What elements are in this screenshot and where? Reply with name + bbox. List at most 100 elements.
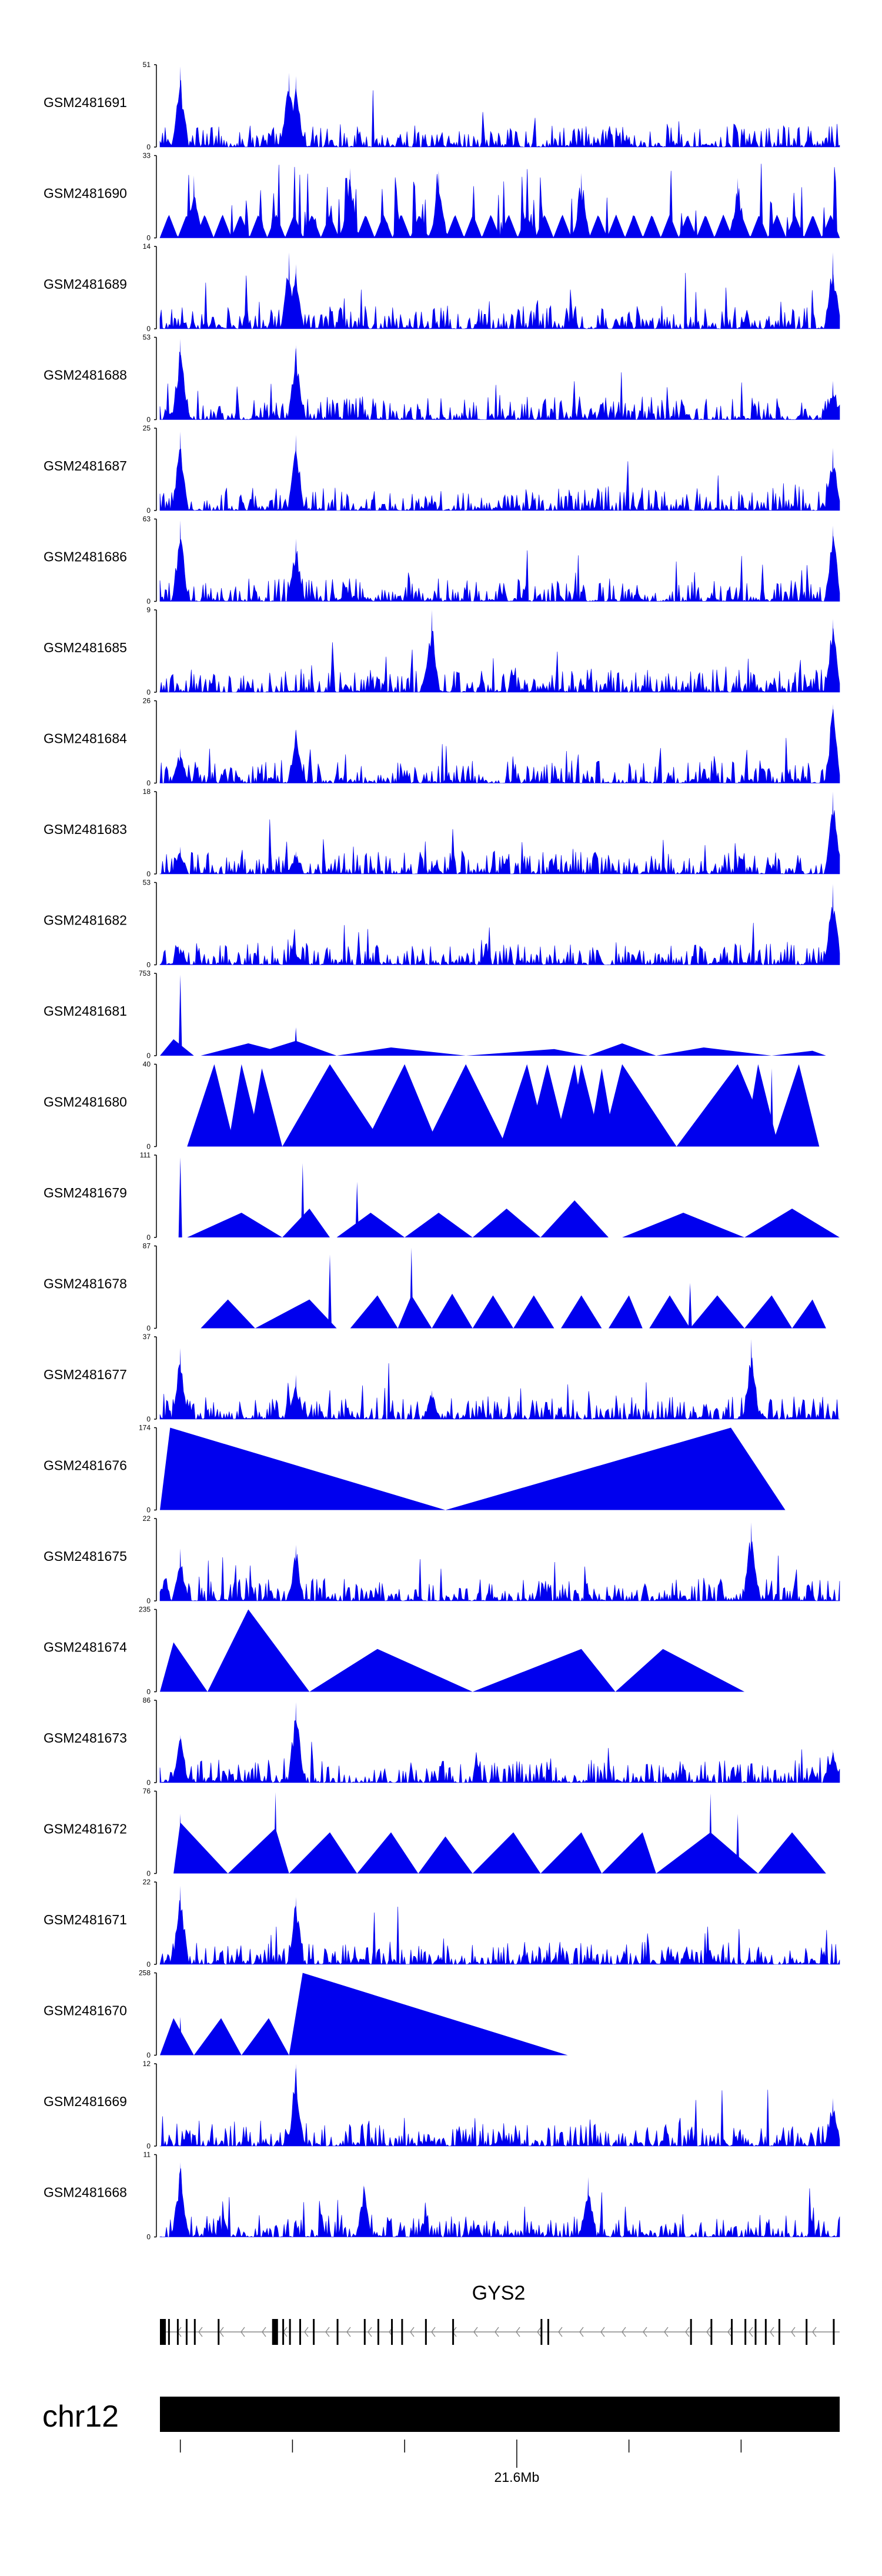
track-label: GSM2481688 xyxy=(44,368,127,383)
strand-arrow xyxy=(325,2327,330,2337)
coverage-segment xyxy=(187,1064,235,1147)
track-label: GSM2481678 xyxy=(44,1276,127,1292)
exon xyxy=(218,2319,220,2345)
coverage-segment xyxy=(656,1047,772,1056)
coverage-segment xyxy=(588,1043,656,1056)
track-GSM2481675: GSM2481675 22 0 xyxy=(44,1514,840,1605)
y-tick-max: 53 xyxy=(143,333,151,342)
peak xyxy=(179,431,182,510)
track-label: GSM2481691 xyxy=(44,95,127,110)
coverage-segment xyxy=(432,1293,473,1329)
y-tick-max: 12 xyxy=(143,2060,151,2068)
peak xyxy=(246,1611,250,1692)
peak xyxy=(362,2184,366,2237)
y-tick-zero: 0 xyxy=(146,506,151,515)
strand-arrow xyxy=(262,2327,266,2337)
coverage-segment xyxy=(744,1295,793,1329)
exon xyxy=(363,2319,366,2345)
coverage-segment xyxy=(771,1050,826,1056)
peak xyxy=(294,264,298,329)
exon xyxy=(391,2319,393,2345)
coverage-segment xyxy=(445,1427,786,1510)
track-GSM2481670: GSM2481670 258 0 xyxy=(44,1969,568,2060)
y-tick-max: 37 xyxy=(143,1333,151,1341)
peak xyxy=(294,345,298,420)
track-label: GSM2481674 xyxy=(44,1640,127,1655)
coverage-segment xyxy=(466,1049,589,1056)
peak xyxy=(831,792,834,874)
y-tick-zero: 0 xyxy=(146,1870,151,1878)
peak xyxy=(750,1522,753,1601)
peak xyxy=(294,1374,298,1419)
coverage-segment xyxy=(540,1832,602,1874)
coverage-segment xyxy=(615,1649,745,1692)
y-tick-zero: 0 xyxy=(146,416,151,424)
y-tick-zero: 0 xyxy=(146,1506,151,1514)
peak xyxy=(770,1068,774,1147)
track-GSM2481673: GSM2481673 86 0 xyxy=(44,1696,840,1787)
peak xyxy=(294,729,298,783)
track-GSM2481671: GSM2481671 22 0 xyxy=(44,1878,840,1968)
coverage-segment xyxy=(744,1209,840,1237)
coverage-segment xyxy=(201,1299,255,1329)
track-GSM2481681: GSM2481681 753 0 xyxy=(44,969,826,1060)
coverage-area xyxy=(159,628,840,693)
strand-arrow xyxy=(706,2327,711,2337)
exon xyxy=(833,2319,835,2345)
track-GSM2481678: GSM2481678 87 0 xyxy=(44,1242,826,1333)
strand-arrow xyxy=(770,2327,774,2337)
exon xyxy=(425,2319,427,2345)
peak xyxy=(294,851,298,874)
coverage-segment xyxy=(160,2018,194,2056)
y-tick-max: 753 xyxy=(139,969,151,977)
strand-arrow xyxy=(643,2327,647,2337)
y-tick-zero: 0 xyxy=(146,870,151,878)
strand-arrow xyxy=(685,2327,690,2337)
peak xyxy=(349,168,352,238)
coverage-segment xyxy=(771,1064,820,1147)
peak xyxy=(355,1182,359,1237)
strand-arrow xyxy=(727,2327,732,2337)
coverage-segment xyxy=(690,1295,745,1329)
gene-label: GYS2 xyxy=(472,2282,526,2304)
coverage-segment xyxy=(309,1649,473,1692)
peak xyxy=(179,1548,182,1601)
coverage-segment xyxy=(656,1832,759,1874)
track-GSM2481688: GSM2481688 53 0 xyxy=(44,333,840,424)
chromosome-label: chr12 xyxy=(42,2400,119,2434)
strand-arrow xyxy=(198,2327,203,2337)
peak xyxy=(736,1814,740,1874)
peak xyxy=(831,1749,834,1783)
coverage-area xyxy=(159,1720,840,1784)
peak xyxy=(586,2177,590,2237)
y-tick-max: 26 xyxy=(143,697,151,705)
strand-arrow xyxy=(579,2327,584,2337)
strand-arrow xyxy=(537,2327,542,2337)
coverage-segment xyxy=(357,1832,419,1874)
peak xyxy=(831,381,834,420)
y-tick-zero: 0 xyxy=(146,1960,151,1968)
y-tick-zero: 0 xyxy=(146,2051,151,2060)
peak xyxy=(179,339,182,420)
coverage-area xyxy=(159,907,840,966)
chromosome-axis: chr12 21.6Mb xyxy=(42,2397,840,2485)
y-tick-max: 14 xyxy=(143,242,151,251)
strand-arrow xyxy=(410,2327,415,2337)
peak xyxy=(661,1650,665,1692)
peak xyxy=(437,170,440,238)
track-GSM2481669: GSM2481669 12 0 xyxy=(44,2060,840,2150)
peak xyxy=(831,884,834,965)
track-label: GSM2481681 xyxy=(44,1003,127,1019)
y-tick-max: 235 xyxy=(139,1606,151,1614)
strand-arrow xyxy=(346,2327,351,2337)
peak xyxy=(688,1283,692,1329)
y-tick-max: 258 xyxy=(139,1969,151,1977)
track-GSM2481674: GSM2481674 235 0 xyxy=(44,1606,745,1696)
y-tick-zero: 0 xyxy=(146,1233,151,1242)
coverage-segment xyxy=(744,1064,779,1147)
coverage-area xyxy=(159,536,840,602)
y-tick-zero: 0 xyxy=(146,2233,151,2241)
track-label: GSM2481668 xyxy=(44,2185,127,2200)
position-label: 21.6Mb xyxy=(495,2470,540,2485)
y-tick-zero: 0 xyxy=(146,1415,151,1423)
